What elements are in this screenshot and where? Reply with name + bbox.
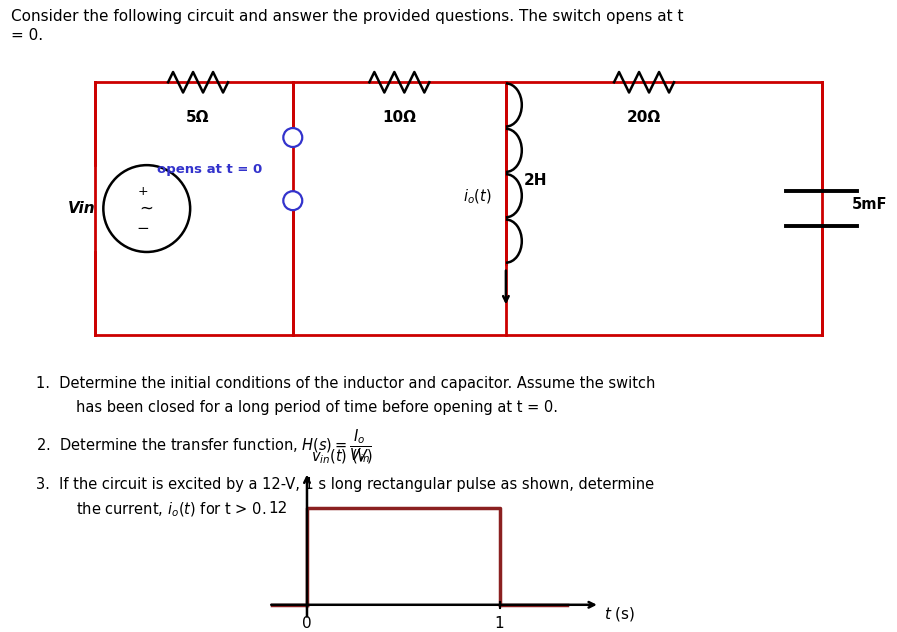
Text: = 0.: = 0. (11, 28, 43, 44)
Text: the current, $i_o(t)$ for t > 0.: the current, $i_o(t)$ for t > 0. (76, 501, 266, 519)
Text: 1: 1 (495, 616, 504, 631)
Text: 10Ω: 10Ω (382, 110, 416, 125)
Text: $v_{in}(t)$ $(V)$: $v_{in}(t)$ $(V)$ (311, 447, 373, 466)
Text: +: + (137, 185, 148, 198)
Text: −: − (136, 221, 149, 236)
Text: 3.  If the circuit is excited by a 12-V, 1 s long rectangular pulse as shown, de: 3. If the circuit is excited by a 12-V, … (36, 477, 654, 492)
Text: 5mF: 5mF (851, 197, 887, 212)
Text: 12: 12 (268, 501, 288, 516)
Text: $t$ (s): $t$ (s) (604, 605, 635, 623)
Text: has been closed for a long period of time before opening at t = 0.: has been closed for a long period of tim… (76, 400, 558, 415)
Circle shape (283, 128, 302, 147)
Text: Vin: Vin (68, 201, 96, 216)
Text: $i_o(t)$: $i_o(t)$ (463, 188, 492, 206)
Text: ~: ~ (140, 200, 153, 217)
Text: 2H: 2H (523, 173, 547, 188)
Text: 20Ω: 20Ω (627, 110, 661, 125)
Text: Consider the following circuit and answer the provided questions. The switch ope: Consider the following circuit and answe… (11, 9, 684, 25)
Text: 1.  Determine the initial conditions of the inductor and capacitor. Assume the s: 1. Determine the initial conditions of t… (36, 376, 655, 391)
Text: opens at t = 0: opens at t = 0 (157, 162, 263, 176)
Text: 2.  Determine the transfer function, $H(s) = \dfrac{I_o}{V_{in}}$: 2. Determine the transfer function, $H(s… (36, 427, 371, 465)
Text: 0: 0 (302, 616, 312, 631)
Circle shape (283, 191, 302, 210)
Text: 5Ω: 5Ω (187, 110, 210, 125)
